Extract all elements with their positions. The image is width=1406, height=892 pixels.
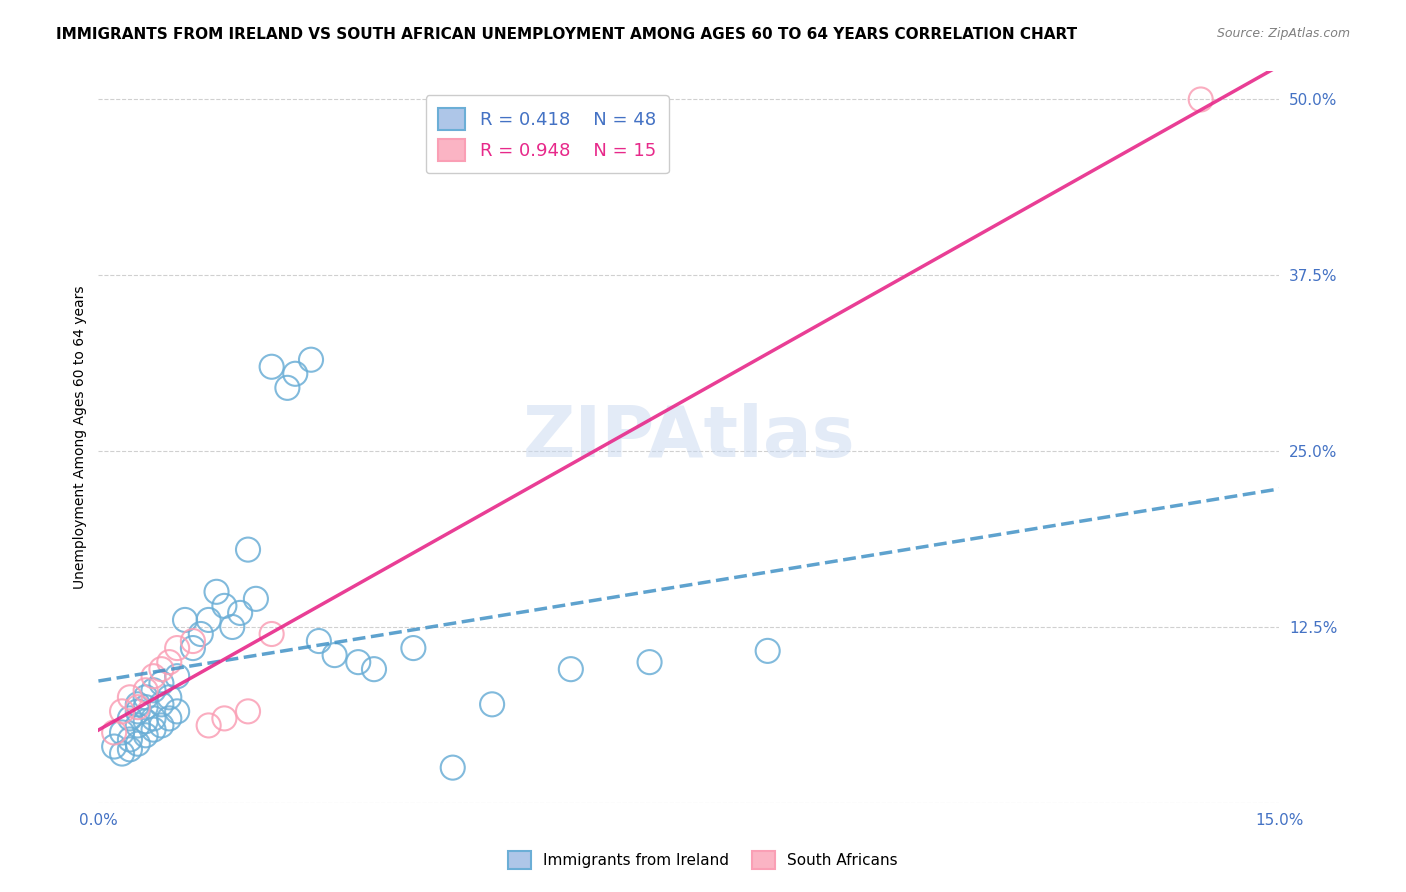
Point (166, 641, 188, 656)
Point (214, 711, 236, 725)
Point (127, 698, 149, 712)
Point (560, 662, 582, 676)
Point (174, 613, 197, 627)
Point (135, 690, 157, 705)
Point (197, 613, 219, 627)
Point (205, 584, 228, 599)
Point (135, 728, 157, 742)
Point (142, 711, 165, 725)
Point (157, 711, 180, 725)
Point (142, 683, 165, 698)
Point (111, 725, 134, 739)
Point (118, 690, 141, 705)
Point (284, 367, 307, 381)
Point (181, 641, 204, 656)
Point (229, 606, 252, 620)
Point (157, 655, 180, 669)
Point (150, 662, 173, 676)
Point (127, 700, 149, 714)
Y-axis label: Unemployment Among Ages 60 to 64 years: Unemployment Among Ages 60 to 64 years (73, 285, 87, 589)
Point (181, 634, 204, 648)
Point (150, 698, 173, 712)
Text: IMMIGRANTS FROM IRELAND VS SOUTH AFRICAN UNEMPLOYMENT AMONG AGES 60 TO 64 YEARS : IMMIGRANTS FROM IRELAND VS SOUTH AFRICAN… (56, 27, 1077, 42)
Point (1189, 93, 1212, 107)
Point (260, 359, 283, 374)
Point (363, 662, 385, 676)
Point (118, 711, 141, 725)
Point (756, 644, 779, 658)
Point (299, 352, 322, 367)
Point (127, 737, 149, 751)
Point (276, 381, 298, 395)
Point (245, 591, 267, 606)
Point (236, 705, 259, 719)
Point (150, 718, 173, 732)
Point (347, 655, 370, 669)
Point (260, 627, 283, 641)
Point (135, 683, 157, 698)
Point (166, 705, 188, 719)
Point (236, 542, 259, 557)
Point (127, 718, 149, 732)
Text: ZIPAtlas: ZIPAtlas (523, 402, 855, 472)
Point (118, 742, 141, 756)
Point (190, 627, 212, 641)
Point (481, 698, 503, 712)
Point (103, 739, 125, 754)
Point (197, 718, 219, 732)
Point (111, 747, 134, 761)
Point (103, 725, 125, 739)
Point (157, 690, 180, 705)
Point (221, 620, 243, 634)
Point (142, 669, 165, 683)
Point (135, 700, 157, 714)
Point (441, 761, 464, 775)
Point (127, 705, 149, 719)
Point (111, 705, 134, 719)
Point (214, 599, 236, 613)
Point (308, 634, 330, 648)
Point (150, 676, 173, 690)
Point (118, 732, 141, 747)
Text: Source: ZipAtlas.com: Source: ZipAtlas.com (1216, 27, 1350, 40)
Point (402, 641, 425, 656)
Point (166, 669, 188, 683)
Point (135, 714, 157, 729)
Point (142, 723, 165, 737)
Point (638, 655, 661, 669)
Point (323, 648, 346, 662)
Legend: Immigrants from Ireland, South Africans: Immigrants from Ireland, South Africans (502, 845, 904, 875)
Legend: R = 0.418    N = 48, R = 0.948    N = 15: R = 0.418 N = 48, R = 0.948 N = 15 (426, 95, 669, 173)
